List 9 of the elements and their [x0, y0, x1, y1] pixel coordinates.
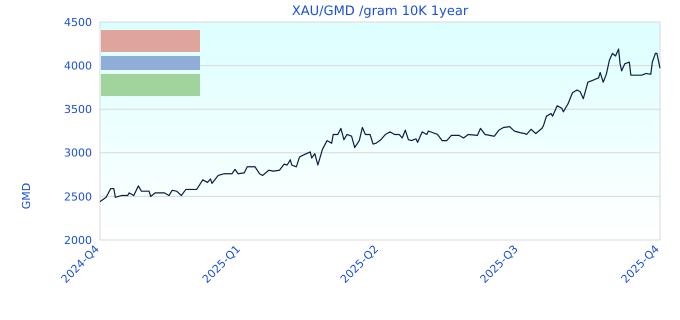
y-tick-label: 4500 — [64, 16, 92, 29]
y-tick-label: 4000 — [64, 59, 92, 72]
y-tick-label: 3500 — [64, 103, 92, 116]
line-series — [99, 48, 661, 202]
y-tick-label: 3000 — [64, 146, 92, 160]
y-tick-label: 2000 — [64, 234, 92, 247]
y-axis-title: GMD — [20, 182, 33, 210]
y-tick-label: 2500 — [64, 190, 92, 204]
chart-title: XAU/GMD /gram 10K 1year — [292, 4, 469, 19]
